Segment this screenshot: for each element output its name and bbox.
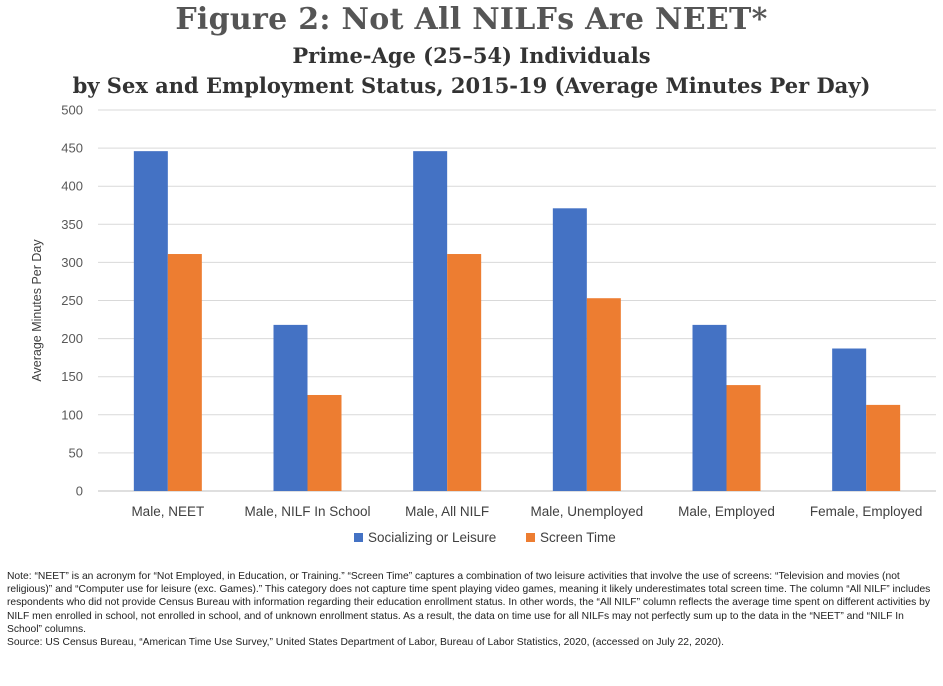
- y-tick-label: 500: [61, 103, 83, 118]
- bar: [726, 385, 761, 491]
- legend-swatch: [354, 533, 363, 542]
- bar: [832, 348, 867, 491]
- y-tick-label: 450: [61, 141, 83, 156]
- x-category-label: Female, Employed: [810, 504, 923, 519]
- note-text: Note: “NEET” is an acronym for “Not Empl…: [7, 571, 931, 635]
- x-category-label: Male, NILF In School: [244, 504, 370, 519]
- bar: [167, 254, 202, 491]
- bar: [552, 208, 587, 491]
- source-text: Source: US Census Bureau, “American Time…: [7, 637, 724, 649]
- chart-footnote: Note: “NEET” is an acronym for “Not Empl…: [7, 570, 937, 649]
- legend-label: Socializing or Leisure: [368, 530, 496, 545]
- y-tick-label: 200: [61, 331, 83, 346]
- y-axis-label: Average Minutes Per Day: [30, 239, 44, 382]
- y-tick-label: 0: [76, 484, 83, 499]
- y-tick-label: 250: [61, 293, 83, 308]
- y-tick-label: 400: [61, 179, 83, 194]
- y-tick-label: 350: [61, 217, 83, 232]
- bar-chart: 0 50 100 150 200 250 300 350 400 450 500 Average Mi…: [30, 103, 936, 545]
- bar: [413, 151, 448, 491]
- bar: [866, 404, 901, 491]
- x-category-label: Male, All NILF: [405, 504, 489, 519]
- chart-subtitle-line-1: Prime-Age (25–54) Individuals: [292, 43, 651, 68]
- y-tick-label: 100: [61, 407, 83, 422]
- x-category-label: Male, Unemployed: [531, 504, 644, 519]
- legend-label: Screen Time: [540, 530, 616, 545]
- bar: [447, 254, 482, 491]
- bar: [307, 394, 342, 491]
- bar: [692, 324, 727, 491]
- x-category-label: Male, NEET: [131, 504, 204, 519]
- chart-subtitle-line-2: by Sex and Employment Status, 2015-19 (A…: [72, 73, 871, 98]
- chart-title: Figure 2: Not All NILFs Are NEET*: [175, 2, 768, 37]
- y-tick-label: 50: [69, 445, 83, 460]
- x-category-label: Male, Employed: [678, 504, 775, 519]
- bar: [273, 324, 308, 491]
- y-tick-label: 150: [61, 369, 83, 384]
- legend-swatch: [526, 533, 535, 542]
- bar: [586, 298, 621, 491]
- bar: [133, 151, 168, 491]
- y-tick-label: 300: [61, 255, 83, 270]
